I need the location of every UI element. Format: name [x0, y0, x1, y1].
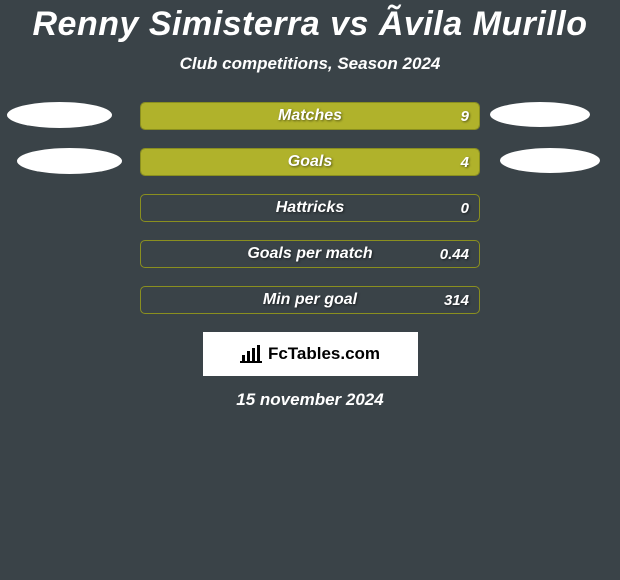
stat-row: Goals per match0.44: [140, 240, 480, 268]
stat-label: Hattricks: [141, 195, 479, 221]
stat-label: Goals per match: [141, 241, 479, 267]
page-title: Renny Simisterra vs Ãvila Murillo: [0, 5, 620, 44]
logo-text: FcTables.com: [268, 344, 380, 364]
stat-label: Matches: [141, 103, 479, 129]
stats-rows: Matches9Goals4Hattricks0Goals per match0…: [0, 102, 620, 314]
site-logo[interactable]: FcTables.com: [203, 332, 418, 376]
stat-value: 4: [461, 149, 469, 175]
avatar-ellipse: [490, 102, 590, 127]
avatar-ellipse: [7, 102, 112, 128]
avatar-ellipse: [500, 148, 600, 173]
stat-row: Matches9: [140, 102, 480, 130]
stat-row: Min per goal314: [140, 286, 480, 314]
avatar-ellipse: [17, 148, 122, 174]
stat-row: Goals4: [140, 148, 480, 176]
stat-value: 0.44: [440, 241, 469, 267]
chart-icon: [240, 345, 262, 363]
subtitle: Club competitions, Season 2024: [0, 54, 620, 74]
date-label: 15 november 2024: [0, 390, 620, 410]
stat-label: Min per goal: [141, 287, 479, 313]
comparison-card: Renny Simisterra vs Ãvila Murillo Club c…: [0, 0, 620, 410]
stat-row: Hattricks0: [140, 194, 480, 222]
stat-value: 9: [461, 103, 469, 129]
stat-value: 314: [444, 287, 469, 313]
stat-value: 0: [461, 195, 469, 221]
stat-label: Goals: [141, 149, 479, 175]
